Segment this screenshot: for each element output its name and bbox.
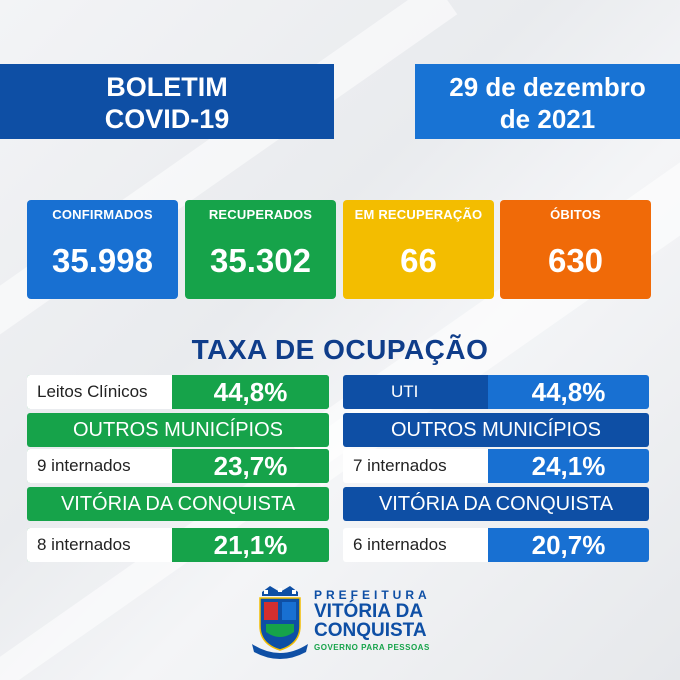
stat-recuperados: RECUPERADOS 35.302 [185, 200, 336, 299]
uti-outros-row: 7 internados 24,1% [343, 449, 649, 483]
logo-city-line2: CONQUISTA [314, 620, 427, 641]
bulletin-title: BOLETIM COVID-19 [0, 64, 334, 139]
prefeitura-logo: PREFEITURA VITÓRIA DA CONQUISTA GOVERNO … [250, 584, 450, 664]
stat-value: 66 [400, 242, 437, 279]
uti-vdc-interned: 6 internados [343, 528, 488, 562]
logo-slogan: GOVERNO PARA PESSOAS [314, 643, 430, 652]
stat-em-recuperacao: EM RECUPERAÇÃO 66 [343, 200, 494, 299]
uti-vdc-row: 6 internados 20,7% [343, 528, 649, 562]
background-stripe [0, 0, 458, 359]
stat-value: 35.302 [210, 242, 311, 279]
logo-text: PREFEITURA VITÓRIA DA CONQUISTA GOVERNO … [314, 588, 431, 652]
uti-outros-value: 24,1% [488, 449, 649, 483]
bulletin-date: 29 de dezembro de 2021 [415, 64, 680, 139]
clinical-vdc-band: VITÓRIA DA CONQUISTA [27, 487, 329, 521]
bulletin-title-line1: BOLETIM [106, 72, 228, 102]
logo-city-line1: VITÓRIA DA [314, 601, 424, 622]
occupancy-title: TAXA DE OCUPAÇÃO [191, 334, 489, 365]
uti-value: 44,8% [488, 375, 649, 409]
clinical-vdc-interned: 8 internados [27, 528, 172, 562]
stat-label: EM RECUPERAÇÃO [354, 207, 483, 222]
clinical-outros-row: 9 internados 23,7% [27, 449, 329, 483]
logo-prefeitura: PREFEITURA [314, 588, 431, 602]
stat-value: 630 [547, 242, 604, 279]
stat-obitos: ÓBITOS 630 [500, 200, 651, 299]
stat-label: ÓBITOS [550, 207, 601, 222]
clinical-outros-value: 23,7% [172, 449, 329, 483]
uti-label: UTI [343, 375, 488, 409]
stat-label: CONFIRMADOS [52, 207, 153, 222]
uti-outros-interned: 7 internados [343, 449, 488, 483]
stat-label: RECUPERADOS [208, 207, 313, 222]
city-seal-icon [252, 586, 308, 659]
uti-outros-band: OUTROS MUNICÍPIOS [343, 413, 649, 447]
uti-row: UTI 44,8% [343, 375, 649, 409]
clinical-outros-band: OUTROS MUNICÍPIOS [27, 413, 329, 447]
clinical-label: Leitos Clínicos [27, 375, 172, 409]
uti-vdc-value: 20,7% [488, 528, 649, 562]
clinical-vdc-row: 8 internados 21,1% [27, 528, 329, 562]
clinical-outros-interned: 9 internados [27, 449, 172, 483]
stat-confirmados: CONFIRMADOS 35.998 [27, 200, 178, 299]
bulletin-title-line2: COVID-19 [104, 104, 230, 134]
clinical-vdc-value: 21,1% [172, 528, 329, 562]
clinical-value: 44,8% [172, 375, 329, 409]
stat-value: 35.998 [52, 242, 153, 279]
clinical-row: Leitos Clínicos 44,8% [27, 375, 329, 409]
bulletin-date-line2: de 2021 [499, 104, 596, 134]
bulletin-date-line1: 29 de dezembro [449, 72, 646, 102]
uti-vdc-band: VITÓRIA DA CONQUISTA [343, 487, 649, 521]
